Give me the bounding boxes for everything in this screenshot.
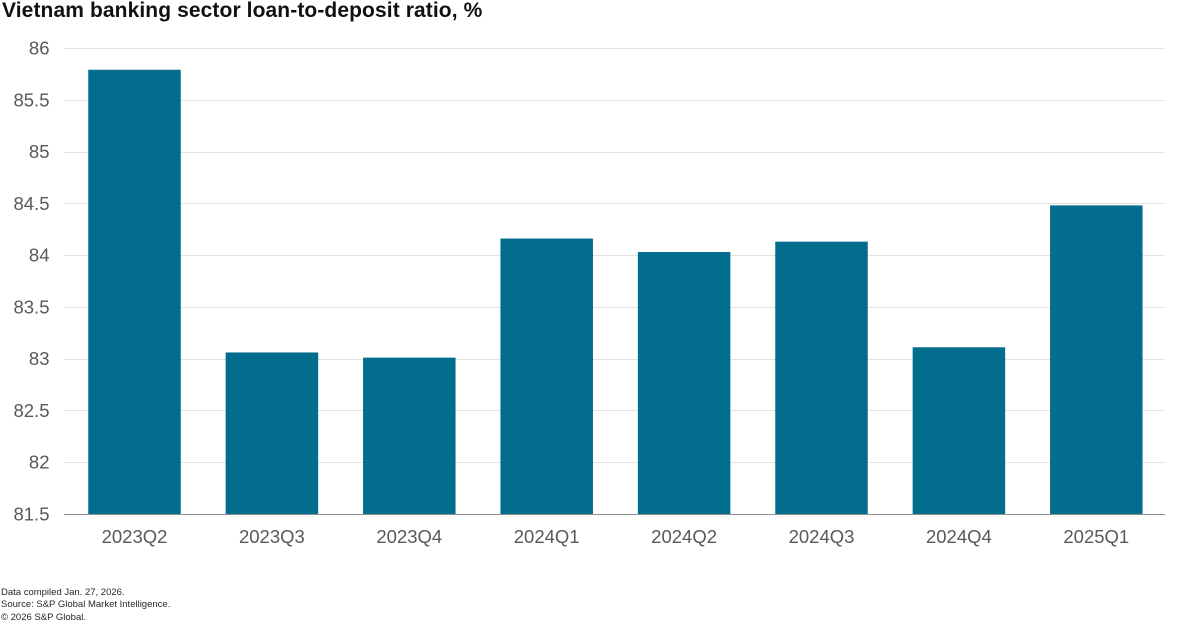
y-tick-label: 84 (29, 245, 50, 266)
x-tick-label: 2024Q1 (514, 526, 580, 547)
chart-title: Vietnam banking sector loan-to-deposit r… (2, 0, 483, 22)
footer-compiled-date: Data compiled Jan. 27, 2026. (1, 586, 125, 598)
x-tick-label: 2023Q3 (239, 526, 305, 547)
y-tick-label: 82 (29, 452, 50, 473)
x-tick-label: 2024Q3 (789, 526, 855, 547)
bar-chart: 81.5 82 82.5 83 83.5 84 84.5 85 85.5 86 2023Q2 2023… (13, 37, 1165, 547)
y-tick-label: 81.5 (13, 503, 49, 524)
bar-2024Q3 (775, 241, 868, 514)
bar-2024Q4 (912, 347, 1006, 514)
y-tick-label: 83.5 (13, 296, 49, 317)
x-tick-label: 2024Q4 (926, 526, 992, 547)
x-tick-label: 2023Q2 (102, 526, 168, 547)
x-tick-label: 2025Q1 (1063, 526, 1129, 547)
bar-2024Q2 (637, 252, 731, 514)
footer-source: Source: S&P Global Market Intelligence. (1, 599, 171, 611)
bar-2023Q2 (88, 69, 181, 514)
bar-2023Q3 (225, 352, 319, 514)
y-tick-label: 84.5 (13, 193, 49, 214)
y-tick-label: 85 (29, 141, 50, 162)
y-tick-label: 83 (29, 348, 50, 369)
footer-copyright: © 2026 S&P Global. (1, 611, 86, 623)
x-tick-label: 2024Q2 (651, 526, 717, 547)
bar-2023Q4 (363, 357, 456, 514)
y-tick-label: 82.5 (13, 400, 49, 421)
y-tick-label: 86 (29, 37, 50, 58)
chart-footer: Data compiled Jan. 27, 2026. Source: S&P… (1, 587, 170, 625)
bar-2025Q1 (1050, 205, 1143, 514)
y-tick-label: 85.5 (13, 89, 49, 110)
bar-2024Q1 (500, 238, 593, 514)
x-tick-label: 2023Q4 (376, 526, 442, 547)
